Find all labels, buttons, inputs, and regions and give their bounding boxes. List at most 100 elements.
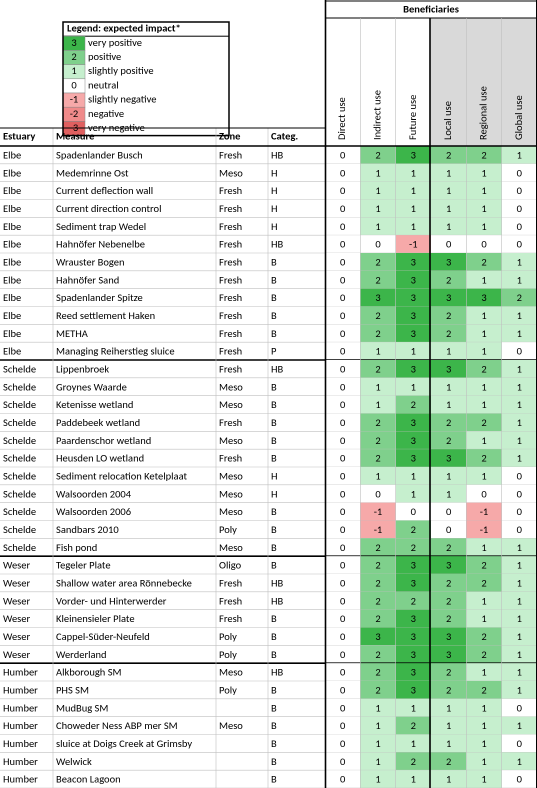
impact-value: 0: [340, 487, 346, 500]
cell-zone: Poly: [219, 630, 237, 643]
impact-cell: [360, 377, 396, 396]
impact-value: 2: [446, 755, 451, 768]
impact-cell: [501, 217, 537, 236]
impact-cell: [325, 163, 361, 182]
cell-zone: Meso: [219, 434, 243, 447]
impact-cell: [466, 253, 502, 271]
impact-cell: [466, 538, 502, 557]
impact-value: 1: [446, 345, 451, 358]
impact-cell: [430, 467, 467, 485]
cell-measure: Ketenisse wetland: [56, 398, 133, 411]
impact-cell: [430, 627, 467, 646]
impact-value: 2: [446, 683, 451, 696]
impact-cell: [360, 609, 396, 628]
impact-cell: [395, 698, 431, 717]
impact-cell: [360, 449, 396, 467]
impact-cell: [466, 467, 502, 485]
impact-value: 0: [340, 701, 346, 714]
impact-value: 1: [481, 755, 486, 768]
impact-cell: [325, 306, 361, 325]
impact-cell: [395, 770, 431, 788]
impact-cell: [360, 734, 396, 753]
impact-value: 3: [446, 630, 451, 643]
impact-value: 1: [481, 737, 486, 750]
column-header: Local use: [441, 101, 454, 140]
cell-estuary: Humber: [3, 666, 38, 679]
impact-cell: [466, 342, 502, 360]
impact-value: 1: [446, 737, 451, 750]
cell-categ: H: [271, 184, 278, 197]
impact-value: 2: [375, 666, 380, 679]
cell-estuary: Elbe: [3, 273, 21, 286]
impact-value: 1: [481, 273, 486, 286]
impact-cell: [360, 627, 396, 646]
impact-cell: [395, 163, 431, 182]
impact-cell: [360, 431, 396, 450]
impact-cell: [360, 235, 396, 253]
impact-value: 0: [340, 452, 346, 465]
cell-zone: Meso: [219, 666, 243, 679]
impact-cell: [501, 520, 537, 539]
impact-cell: [325, 716, 361, 735]
impact-value: 0: [517, 184, 523, 197]
impact-cell: [325, 681, 361, 699]
impact-cell: [430, 520, 467, 539]
cell-categ: HB: [271, 576, 284, 589]
impact-cell: [501, 538, 537, 557]
impact-value: 1: [481, 541, 486, 554]
cell-measure: Cappel-Süder-Neufeld: [56, 630, 150, 643]
impact-value: 1: [375, 719, 380, 732]
impact-cell: [501, 716, 537, 735]
impact-value: 2: [481, 416, 486, 429]
legend-title: Legend: expected impact*: [67, 22, 181, 35]
impact-value: 2: [446, 666, 451, 679]
impact-value: 3: [411, 148, 416, 161]
legend-label: slightly negative: [88, 93, 156, 106]
cell-zone: Meso: [219, 487, 243, 500]
impact-value: 0: [375, 487, 381, 500]
cell-estuary: Humber: [3, 737, 38, 750]
impact-value: 2: [481, 576, 486, 589]
column-header: Direct use: [335, 97, 348, 140]
impact-cell: [466, 324, 502, 343]
impact-cell: [466, 146, 502, 164]
legend-label: very positive: [88, 36, 142, 49]
impact-cell: [395, 306, 431, 325]
impact-value: 0: [411, 505, 417, 518]
impact-value: 0: [340, 773, 346, 786]
impact-value: 2: [481, 648, 486, 661]
impact-cell: [325, 734, 361, 753]
impact-cell: [466, 377, 502, 396]
impact-value: 2: [481, 559, 486, 572]
impact-cell: [501, 431, 537, 450]
cell-estuary: Elbe: [3, 184, 21, 197]
cell-estuary: Elbe: [3, 220, 21, 233]
cell-estuary: Elbe: [3, 166, 21, 179]
impact-cell: [395, 681, 431, 699]
cell-categ: H: [271, 202, 278, 215]
impact-value: 0: [481, 487, 487, 500]
cell-zone: Meso: [219, 505, 243, 518]
cell-categ: B: [271, 541, 277, 554]
cell-zone: Oligo: [219, 559, 242, 572]
impact-cell: [325, 770, 361, 788]
cell-categ: B: [271, 398, 277, 411]
cell-estuary: Elbe: [3, 238, 21, 251]
cell-zone: Fresh: [219, 452, 242, 465]
impact-value: 1: [517, 273, 522, 286]
impact-cell: [360, 502, 396, 521]
cell-categ: B: [271, 719, 277, 732]
impact-value: 0: [340, 255, 346, 268]
impact-cell: [430, 698, 467, 717]
impact-value: 1: [517, 327, 522, 340]
impact-value: 0: [517, 166, 523, 179]
impact-value: 0: [340, 755, 346, 768]
cell-categ: B: [271, 523, 277, 536]
cell-estuary: Schelde: [3, 398, 36, 411]
impact-cell: [466, 663, 502, 681]
cell-measure: Managing Reiherstieg sluice: [56, 345, 175, 358]
impact-value: 1: [481, 612, 486, 625]
impact-value: 1: [517, 559, 522, 572]
impact-value: 2: [411, 594, 416, 607]
impact-value: 0: [340, 273, 346, 286]
